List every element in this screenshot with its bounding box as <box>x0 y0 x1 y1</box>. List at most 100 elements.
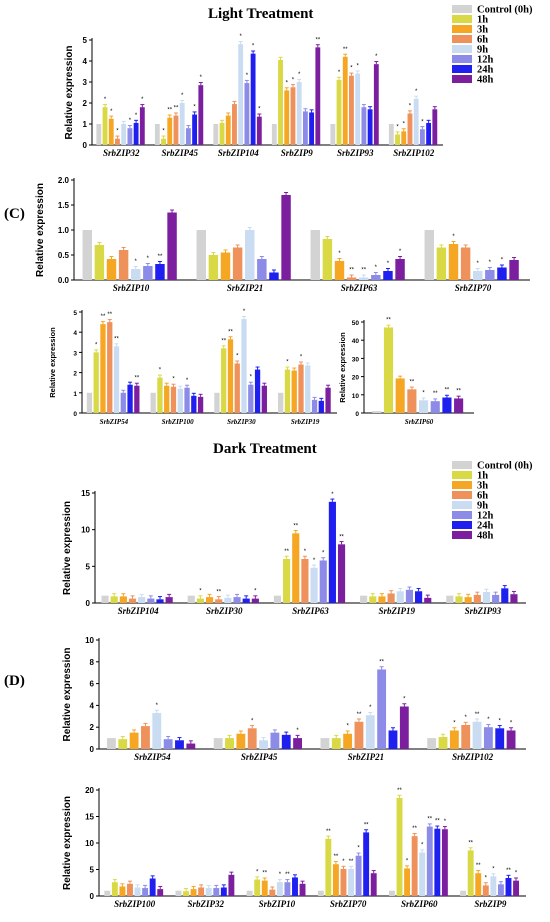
significance-mark: ** <box>468 840 473 846</box>
legend-swatch <box>452 491 472 499</box>
y-tick-label: 0.5 <box>58 251 70 260</box>
bar <box>305 365 311 413</box>
bar <box>127 883 133 896</box>
bar <box>119 596 127 603</box>
panel-label-d: (D) <box>4 673 25 689</box>
legend-swatch <box>452 15 472 23</box>
bar <box>309 112 315 145</box>
significance-mark: * <box>331 492 334 498</box>
bar <box>232 247 243 280</box>
bar <box>134 887 141 896</box>
bar <box>139 107 145 145</box>
significance-mark: ** <box>293 523 298 529</box>
bar <box>173 115 179 145</box>
bar <box>482 885 489 896</box>
significance-mark: ** <box>364 822 369 828</box>
significance-mark: ** <box>475 712 480 718</box>
significance-mark: * <box>510 720 513 726</box>
x-tick-label: SrbZIP10 <box>113 283 150 293</box>
legend-label: Control (0h) <box>477 5 533 16</box>
bar <box>198 85 204 145</box>
bar <box>256 116 262 145</box>
significance-mark: * <box>292 77 295 83</box>
bar <box>251 598 259 603</box>
significance-mark: * <box>162 129 165 135</box>
legend-label: 48h <box>477 75 494 86</box>
bar <box>501 588 509 603</box>
y-tick-label: 0.0 <box>58 276 70 285</box>
y-tick-label: 40 <box>352 338 360 345</box>
x-tick-label: SrbZIP45 <box>161 148 198 158</box>
bar <box>438 737 448 749</box>
significance-mark: * <box>485 875 488 881</box>
bar <box>175 890 182 896</box>
bar <box>365 715 375 749</box>
bar <box>86 392 93 413</box>
bar <box>446 595 454 603</box>
significance-mark: * <box>186 378 189 384</box>
bar <box>129 732 139 749</box>
significance-mark: * <box>200 75 203 81</box>
bar <box>254 879 261 896</box>
bar <box>378 596 386 603</box>
bar <box>245 230 255 280</box>
bar <box>250 53 256 145</box>
bar <box>389 890 395 896</box>
bar <box>371 275 381 280</box>
bar <box>278 392 284 413</box>
significance-mark: * <box>147 256 150 262</box>
significance-mark: * <box>396 125 399 131</box>
bar <box>120 392 126 413</box>
x-tick-label: SrbZIP32 <box>187 899 224 909</box>
significance-mark: ** <box>349 268 354 274</box>
legend-label: 1h <box>477 15 488 26</box>
x-tick-label: SrbZIP19 <box>291 418 320 426</box>
bar <box>104 890 111 896</box>
bar <box>141 726 150 749</box>
significance-mark: ** <box>361 268 366 274</box>
bar <box>187 595 195 603</box>
bar <box>111 882 118 896</box>
significance-mark: ** <box>433 391 438 397</box>
significance-mark: ** <box>476 863 481 869</box>
bar <box>196 230 206 280</box>
bar <box>213 124 219 145</box>
bar <box>372 411 382 413</box>
x-tick-label: SrbZIP19 <box>378 606 415 616</box>
bar <box>261 880 268 896</box>
significance-mark: * <box>300 355 303 361</box>
bar <box>161 138 166 145</box>
bar <box>367 109 373 145</box>
significance-mark: * <box>403 696 406 702</box>
significance-mark: ** <box>216 589 221 595</box>
significance-mark: ** <box>167 108 172 114</box>
x-tick-label: SrbZIP60 <box>401 899 438 909</box>
bar <box>360 595 368 603</box>
bar <box>497 884 504 896</box>
bar <box>472 721 482 749</box>
bar <box>152 713 162 749</box>
bar <box>228 874 235 896</box>
significance-mark: * <box>338 251 341 257</box>
bar <box>261 385 267 413</box>
significance-mark: * <box>254 589 257 595</box>
y-tick-label: 3 <box>83 78 88 87</box>
x-tick-label: SrbZIP70 <box>455 283 492 293</box>
bar <box>426 826 433 896</box>
x-tick-label: SrbZIP104 <box>218 148 260 158</box>
significance-mark: * <box>375 265 378 271</box>
x-tick-label: SrbZIP32 <box>103 148 140 158</box>
bar <box>107 322 113 413</box>
y-axis-label: Relative expression <box>64 46 75 140</box>
significance-mark: * <box>422 390 425 396</box>
significance-mark: * <box>193 105 196 111</box>
bar <box>205 597 214 603</box>
legend-label: 24h <box>477 521 494 532</box>
y-tick-label: 0 <box>73 411 77 418</box>
significance-mark: ** <box>445 388 450 394</box>
significance-mark: ** <box>174 106 179 112</box>
bar <box>259 740 268 749</box>
